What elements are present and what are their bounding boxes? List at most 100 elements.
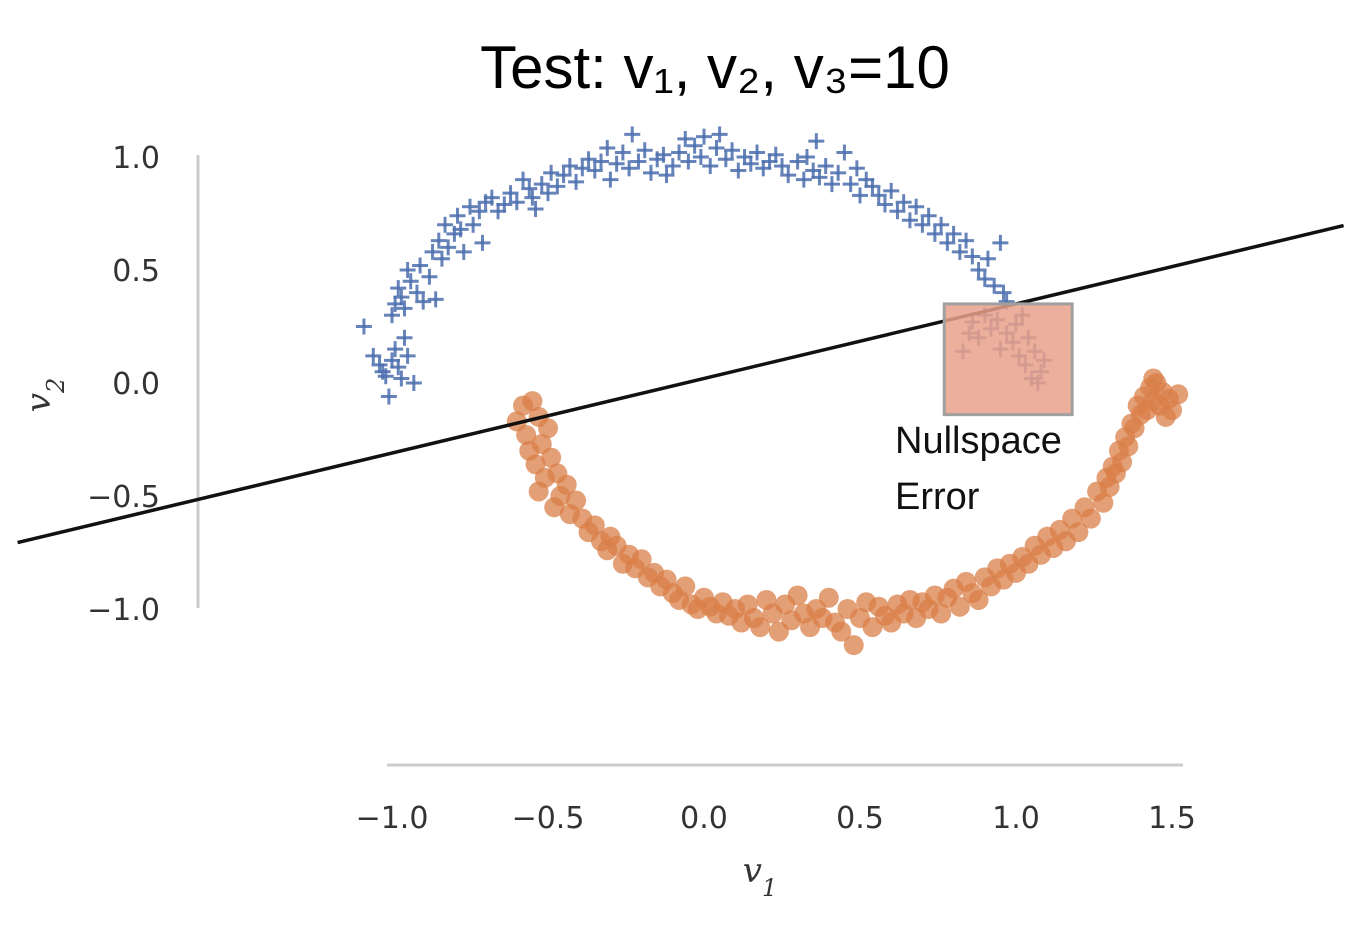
data-point-circle (631, 549, 652, 570)
data-point-plus (883, 182, 900, 199)
data-point-plus (433, 250, 450, 267)
data-point-circle (787, 585, 808, 606)
data-point-circle (1112, 452, 1133, 473)
data-point-plus (593, 153, 610, 170)
data-point-plus (642, 164, 659, 181)
data-point-plus (848, 160, 865, 177)
data-point-plus (540, 185, 556, 202)
data-point-plus (808, 133, 825, 150)
data-point-plus (471, 203, 488, 220)
y-tick-label: 0.0 (112, 367, 160, 402)
data-point-plus (636, 142, 653, 159)
data-point-plus (986, 277, 1003, 294)
y-axis-label: v2 (19, 378, 70, 413)
data-point-plus (424, 243, 441, 260)
data-point-plus (702, 158, 719, 175)
data-point-circle (949, 596, 970, 617)
data-point-plus (452, 221, 469, 238)
data-point-plus (402, 273, 419, 290)
data-point-plus (543, 164, 560, 181)
data-point-plus (384, 307, 400, 324)
data-point-circle (538, 418, 558, 439)
data-point-plus (549, 178, 566, 195)
data-point-circle (556, 474, 577, 495)
data-point-plus (901, 212, 918, 229)
x-tick-label: 1.5 (1148, 801, 1196, 836)
annotation-text: Nullspace (895, 420, 1062, 462)
data-point-circle (584, 515, 605, 536)
data-point-plus (365, 347, 382, 364)
data-point-plus (696, 128, 712, 145)
data-point-plus (421, 268, 438, 285)
data-point-plus (671, 144, 688, 161)
data-point-plus (396, 300, 413, 317)
data-point-circle (1080, 508, 1101, 529)
data-point-plus (568, 173, 585, 190)
data-point-plus (602, 171, 619, 188)
data-point-plus (393, 370, 410, 387)
data-point-plus (521, 180, 538, 197)
data-point-plus (979, 250, 996, 267)
data-point-plus (399, 262, 416, 278)
data-point-plus (717, 151, 734, 168)
x-axis-label: v1 (743, 851, 778, 902)
data-point-plus (908, 198, 925, 215)
data-point-circle (843, 635, 864, 656)
data-point-plus (399, 347, 416, 364)
y-tick-label: 0.5 (112, 254, 160, 289)
data-point-plus (711, 126, 728, 143)
data-point-circle (675, 576, 696, 597)
y-tick-label: 1.0 (112, 141, 160, 176)
data-point-plus (889, 203, 906, 220)
data-point-plus (939, 234, 956, 251)
data-point-plus (483, 189, 500, 206)
data-point-plus (580, 151, 597, 168)
data-point-plus (842, 176, 859, 193)
x-tick-label: 0.5 (836, 801, 884, 836)
data-point-plus (390, 280, 407, 297)
data-point-plus (730, 162, 747, 179)
data-point-plus (836, 144, 853, 161)
data-point-plus (926, 225, 943, 242)
data-point-plus (780, 167, 797, 184)
data-point-plus (437, 216, 454, 233)
data-point-plus (387, 341, 404, 358)
data-point-plus (614, 144, 631, 161)
data-point-plus (630, 153, 647, 170)
data-point-plus (708, 139, 725, 156)
data-point-plus (823, 176, 840, 193)
data-point-circle (1093, 492, 1114, 513)
data-point-circle (516, 424, 537, 445)
data-point-plus (749, 144, 766, 161)
data-point-plus (817, 158, 834, 175)
data-point-plus (408, 284, 425, 301)
data-point-plus (724, 142, 741, 159)
data-point-plus (527, 200, 544, 217)
data-point-plus (686, 137, 703, 154)
data-point-circle (968, 589, 989, 610)
data-point-circle (528, 481, 549, 502)
data-point-plus (933, 216, 950, 233)
data-point-plus (692, 149, 709, 165)
data-point-plus (524, 189, 541, 206)
data-point-circle (818, 587, 839, 608)
data-point-plus (621, 160, 638, 177)
data-point-plus (876, 196, 893, 213)
data-point-plus (393, 289, 410, 306)
axes: 1.0 0.5 0.0 −0.5 −1.0 −1.0 −0.5 0.0 0.5 1.0 1.5 v1 v… (19, 141, 1196, 902)
data-point-plus (774, 158, 790, 175)
data-point-plus (958, 232, 975, 249)
data-point-plus (462, 198, 478, 215)
data-point-plus (970, 262, 987, 278)
data-point-circle (541, 447, 562, 468)
chart-title: Test: v₁, v₂, v₃=10 (480, 34, 950, 101)
data-point-plus (380, 388, 397, 405)
data-point-circle (750, 617, 771, 638)
data-point-circle (1162, 400, 1182, 421)
data-point-plus (377, 368, 394, 385)
data-point-plus (798, 149, 815, 165)
data-point-plus (502, 185, 519, 202)
data-point-circle (566, 490, 587, 511)
